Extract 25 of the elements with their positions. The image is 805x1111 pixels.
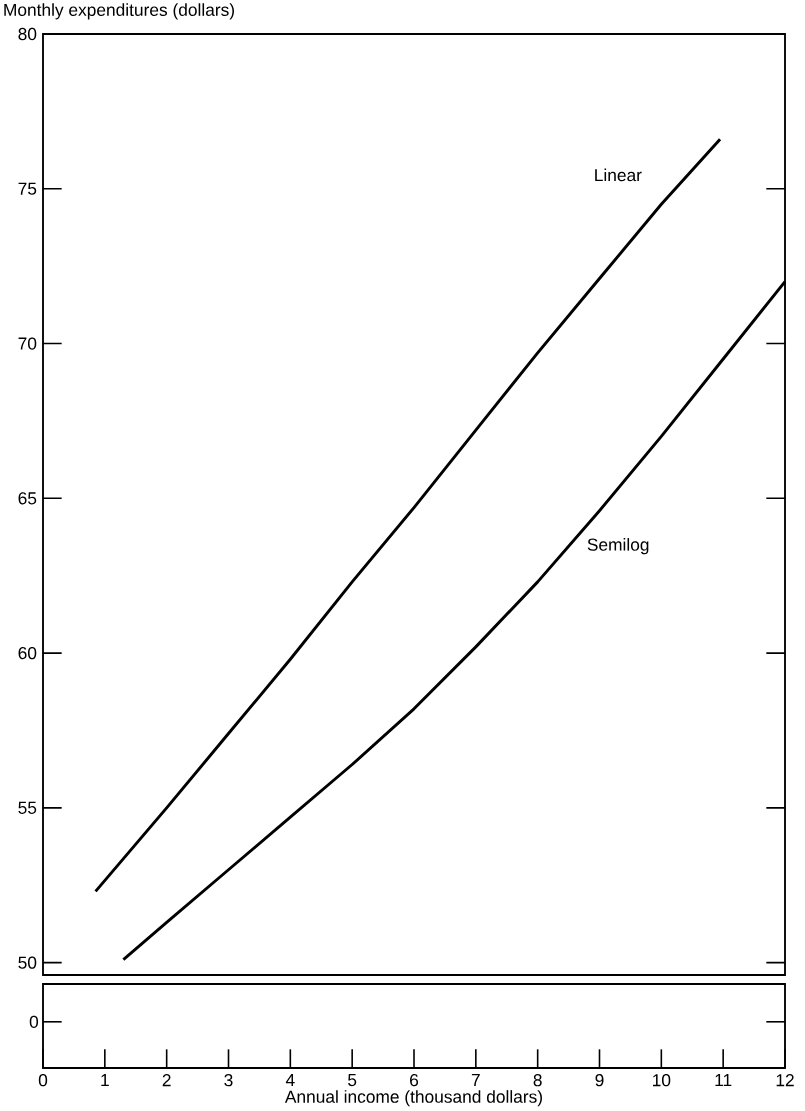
- x-tick-label: 1: [101, 1074, 109, 1086]
- series-label: Semilog: [587, 538, 649, 555]
- x-tick-label: 3: [224, 1074, 233, 1087]
- x-tick-label: 6: [410, 1074, 419, 1087]
- x-tick-label: 0: [38, 1074, 48, 1087]
- x-tick-label: 7: [471, 1074, 480, 1086]
- y-tick-label: 70: [18, 337, 37, 350]
- x-tick-label: 8: [533, 1074, 542, 1087]
- series-label: Linear: [595, 168, 642, 182]
- text: 0: [29, 1015, 39, 1028]
- x-tick-label: 11: [715, 1074, 732, 1086]
- y-tick-label: 80: [18, 27, 37, 41]
- x-tick-label: 12: [776, 1074, 794, 1087]
- x-tick-label: 9: [595, 1074, 604, 1087]
- y-tick-label: 75: [18, 182, 37, 195]
- x-tick-label: 4: [285, 1074, 295, 1086]
- y-tick-label: 65: [18, 492, 37, 505]
- x-tick-label: 10: [653, 1074, 671, 1087]
- y-axis-title: Monthly expenditures (dollars): [4, 3, 234, 20]
- x-tick-label: 2: [162, 1074, 171, 1087]
- y-tick-label: 50: [18, 956, 37, 969]
- y-tick-label: 60: [18, 646, 37, 660]
- x-axis-title: Annual income (thousand dollars): [284, 1090, 542, 1107]
- x-tick-label: 5: [348, 1074, 357, 1087]
- y-tick-label: 55: [18, 801, 37, 814]
